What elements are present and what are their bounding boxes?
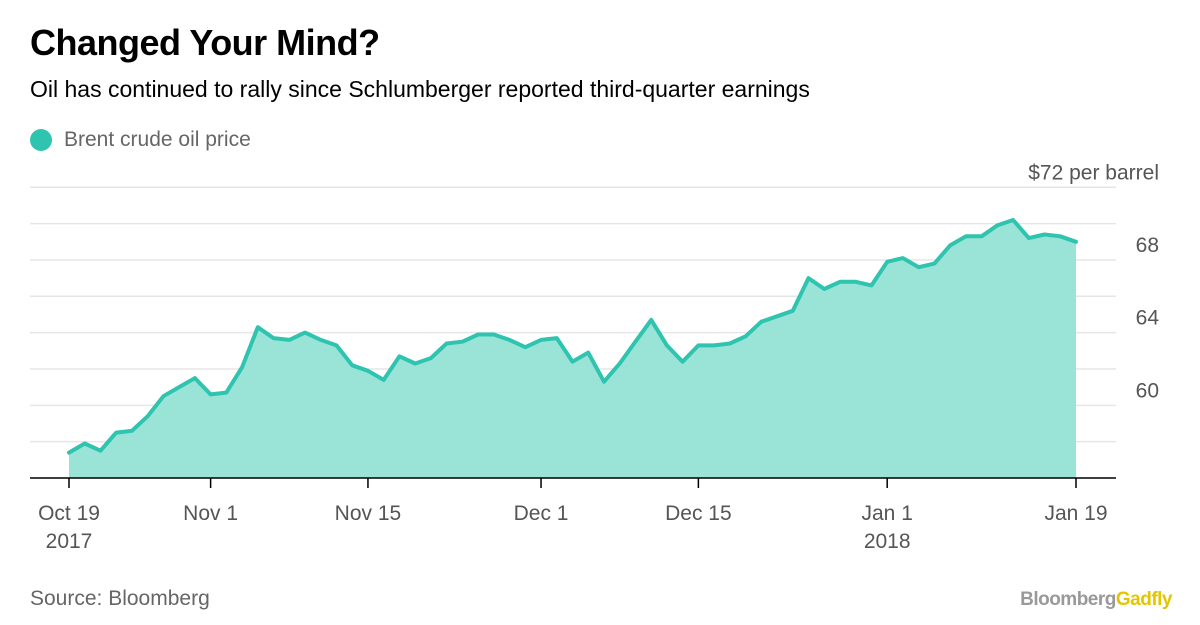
brand-logo: BloombergGadfly — [1020, 589, 1172, 611]
x-tick-sublabel: 2018 — [864, 530, 911, 553]
x-tick-label: Jan 1 — [862, 502, 913, 525]
x-tick-label: Dec 15 — [665, 502, 732, 525]
x-tick-label: Nov 1 — [183, 502, 238, 525]
brand-part2: Gadfly — [1115, 589, 1173, 610]
legend: Brent crude oil price — [30, 128, 251, 152]
x-tick-label: Dec 1 — [514, 502, 569, 525]
x-tick-label: Nov 15 — [335, 502, 402, 525]
y-tick-label: 60 — [1136, 379, 1159, 402]
y-tick-label: 64 — [1136, 307, 1160, 330]
x-tick-label: Oct 19 — [38, 502, 100, 525]
x-tick-label: Jan 19 — [1044, 502, 1107, 525]
legend-label: Brent crude oil price — [64, 128, 251, 151]
brand-part1: Bloomberg — [1020, 589, 1116, 610]
legend-swatch — [30, 129, 52, 151]
series-line — [67, 218, 1078, 455]
x-tick-sublabel: 2017 — [46, 530, 93, 553]
chart-subtitle: Oil has continued to rally since Schlumb… — [30, 76, 810, 102]
series-area — [69, 220, 1076, 478]
y-tick-label: 68 — [1136, 234, 1159, 257]
y-tick-label: $72 per barrel — [1028, 161, 1159, 184]
chart-title: Changed Your Mind? — [30, 22, 380, 63]
source-note: Source: Bloomberg — [30, 587, 210, 610]
